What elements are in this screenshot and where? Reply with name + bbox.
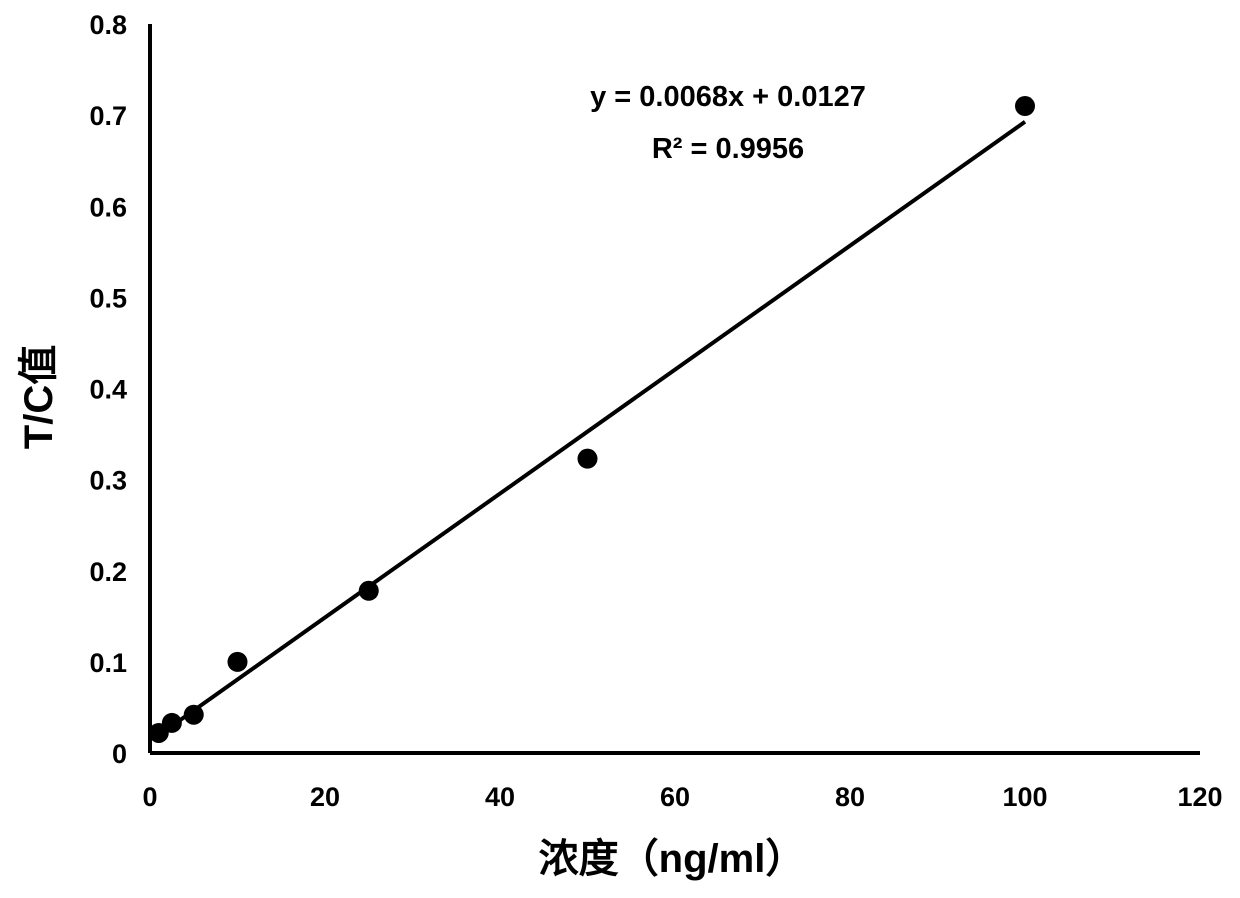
trendline-equation: y = 0.0068x + 0.0127 [590, 81, 866, 113]
data-point [183, 704, 204, 725]
x-tick-label: 20 [310, 782, 340, 812]
x-tick-label: 60 [660, 782, 690, 812]
x-tick-labels: 0 20 40 60 80 100 120 [142, 782, 1222, 812]
trendline-layer [157, 120, 1027, 737]
y-tick-label: 0.5 [89, 283, 127, 313]
y-tick-labels: 0 0.1 0.2 0.3 0.4 0.5 0.6 0.7 0.8 [89, 10, 127, 769]
y-tick-label: 0.3 [89, 466, 127, 496]
data-points [148, 96, 1035, 743]
x-tick-label: 100 [1002, 782, 1047, 812]
x-tick-label: 120 [1177, 782, 1222, 812]
axes [148, 24, 1200, 755]
x-tick-label: 40 [485, 782, 515, 812]
y-tick-label: 0.6 [89, 192, 127, 222]
data-point [227, 651, 248, 672]
x-axis-title: 浓度（ng/ml） [539, 837, 806, 881]
x-tick-label: 0 [142, 782, 157, 812]
y-tick-label: 0.7 [89, 101, 127, 131]
y-tick-label: 0.2 [89, 557, 127, 587]
data-point [1015, 96, 1035, 117]
data-point [577, 448, 598, 469]
trendline [157, 120, 1027, 737]
x-tick-label: 80 [835, 782, 865, 812]
y-axis-title: T/C值 [17, 345, 61, 449]
y-tick-label: 0 [112, 739, 127, 769]
y-tick-label: 0.1 [89, 648, 127, 678]
data-point [358, 580, 379, 601]
y-tick-label: 0.4 [89, 375, 127, 405]
r-squared-label: R² = 0.9956 [652, 133, 804, 165]
data-point [161, 712, 182, 733]
y-tick-label: 0.8 [89, 10, 127, 40]
